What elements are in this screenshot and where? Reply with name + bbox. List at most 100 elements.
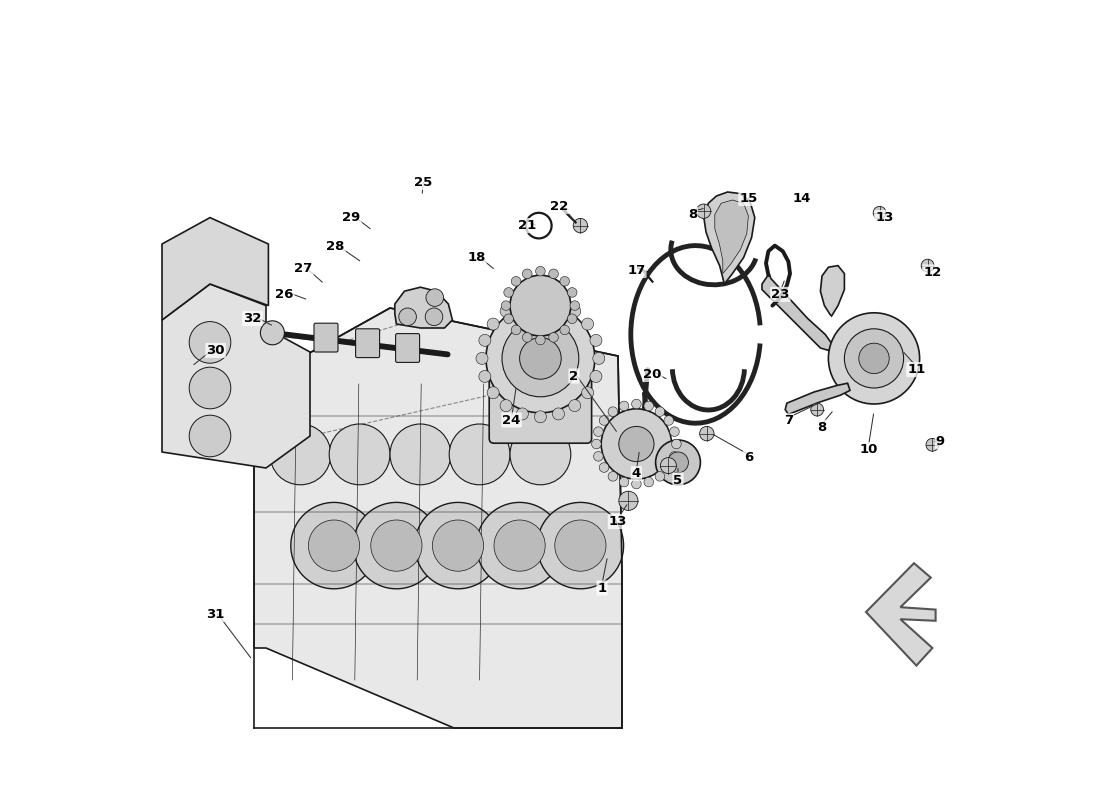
Text: 24: 24 [503, 414, 520, 426]
Circle shape [189, 367, 231, 409]
Polygon shape [821, 266, 845, 316]
Circle shape [516, 408, 528, 420]
Circle shape [700, 426, 714, 441]
Circle shape [426, 289, 443, 306]
Text: 28: 28 [327, 240, 344, 253]
Circle shape [670, 451, 679, 461]
Circle shape [512, 277, 521, 286]
Circle shape [270, 424, 331, 485]
Circle shape [660, 458, 676, 474]
Polygon shape [785, 383, 850, 414]
Text: 4: 4 [631, 467, 641, 480]
Text: 32: 32 [243, 312, 262, 325]
Circle shape [600, 462, 608, 472]
Circle shape [845, 329, 903, 388]
Circle shape [512, 325, 521, 334]
Circle shape [504, 314, 514, 323]
Polygon shape [866, 563, 936, 666]
Circle shape [500, 400, 513, 412]
Circle shape [593, 352, 605, 364]
Circle shape [535, 411, 547, 422]
Text: 29: 29 [342, 211, 361, 224]
Circle shape [449, 424, 510, 485]
Circle shape [672, 439, 681, 449]
Circle shape [500, 305, 513, 317]
Circle shape [494, 520, 546, 571]
Polygon shape [715, 200, 748, 274]
Circle shape [926, 438, 938, 451]
Circle shape [478, 334, 491, 346]
Text: 6: 6 [744, 451, 754, 464]
Circle shape [560, 325, 570, 334]
Text: 12: 12 [923, 266, 942, 278]
Circle shape [549, 333, 559, 342]
Circle shape [476, 352, 488, 364]
Circle shape [522, 269, 532, 278]
FancyBboxPatch shape [490, 366, 592, 443]
Text: 14: 14 [793, 192, 811, 205]
Polygon shape [762, 274, 833, 350]
Text: 27: 27 [295, 262, 312, 274]
Circle shape [619, 401, 629, 410]
Circle shape [552, 408, 564, 420]
Circle shape [535, 294, 547, 306]
Text: 25: 25 [415, 176, 432, 189]
Circle shape [504, 288, 514, 298]
Circle shape [536, 266, 546, 276]
Circle shape [432, 520, 484, 571]
Circle shape [644, 401, 653, 410]
Circle shape [502, 320, 579, 397]
Text: 21: 21 [518, 219, 537, 232]
Text: 20: 20 [644, 368, 661, 381]
Circle shape [664, 416, 673, 426]
Polygon shape [162, 284, 310, 468]
Circle shape [656, 471, 664, 481]
Text: 2: 2 [570, 370, 579, 382]
FancyBboxPatch shape [355, 329, 380, 358]
Circle shape [656, 440, 701, 485]
Circle shape [510, 275, 571, 336]
Circle shape [476, 502, 563, 589]
Circle shape [519, 338, 561, 379]
Circle shape [568, 314, 578, 323]
Text: 9: 9 [936, 435, 945, 448]
Circle shape [560, 277, 570, 286]
Text: 18: 18 [468, 251, 485, 264]
Circle shape [602, 409, 672, 479]
Circle shape [608, 407, 618, 417]
Circle shape [600, 416, 608, 426]
Circle shape [487, 318, 499, 330]
Circle shape [656, 407, 664, 417]
FancyBboxPatch shape [396, 334, 419, 362]
Circle shape [631, 479, 641, 489]
Circle shape [590, 370, 602, 382]
Circle shape [390, 424, 451, 485]
Text: 23: 23 [771, 288, 790, 301]
Circle shape [590, 334, 602, 346]
Circle shape [308, 520, 360, 571]
Text: 22: 22 [550, 200, 569, 213]
Text: 8: 8 [817, 421, 826, 434]
Text: 15: 15 [739, 192, 758, 205]
Text: 10: 10 [859, 443, 878, 456]
Text: 13: 13 [608, 515, 627, 528]
Circle shape [696, 204, 711, 218]
Circle shape [537, 502, 624, 589]
Circle shape [619, 478, 629, 487]
Circle shape [594, 451, 603, 461]
Circle shape [859, 343, 889, 374]
Text: 1: 1 [597, 582, 606, 594]
Circle shape [828, 313, 920, 404]
Circle shape [619, 491, 638, 510]
Circle shape [670, 427, 679, 437]
Polygon shape [395, 287, 452, 328]
Circle shape [189, 322, 231, 363]
Circle shape [415, 502, 502, 589]
Circle shape [329, 424, 390, 485]
Circle shape [811, 403, 824, 416]
Circle shape [664, 462, 673, 472]
Circle shape [486, 304, 595, 413]
Circle shape [554, 520, 606, 571]
Text: 30: 30 [207, 344, 224, 357]
Circle shape [569, 400, 581, 412]
